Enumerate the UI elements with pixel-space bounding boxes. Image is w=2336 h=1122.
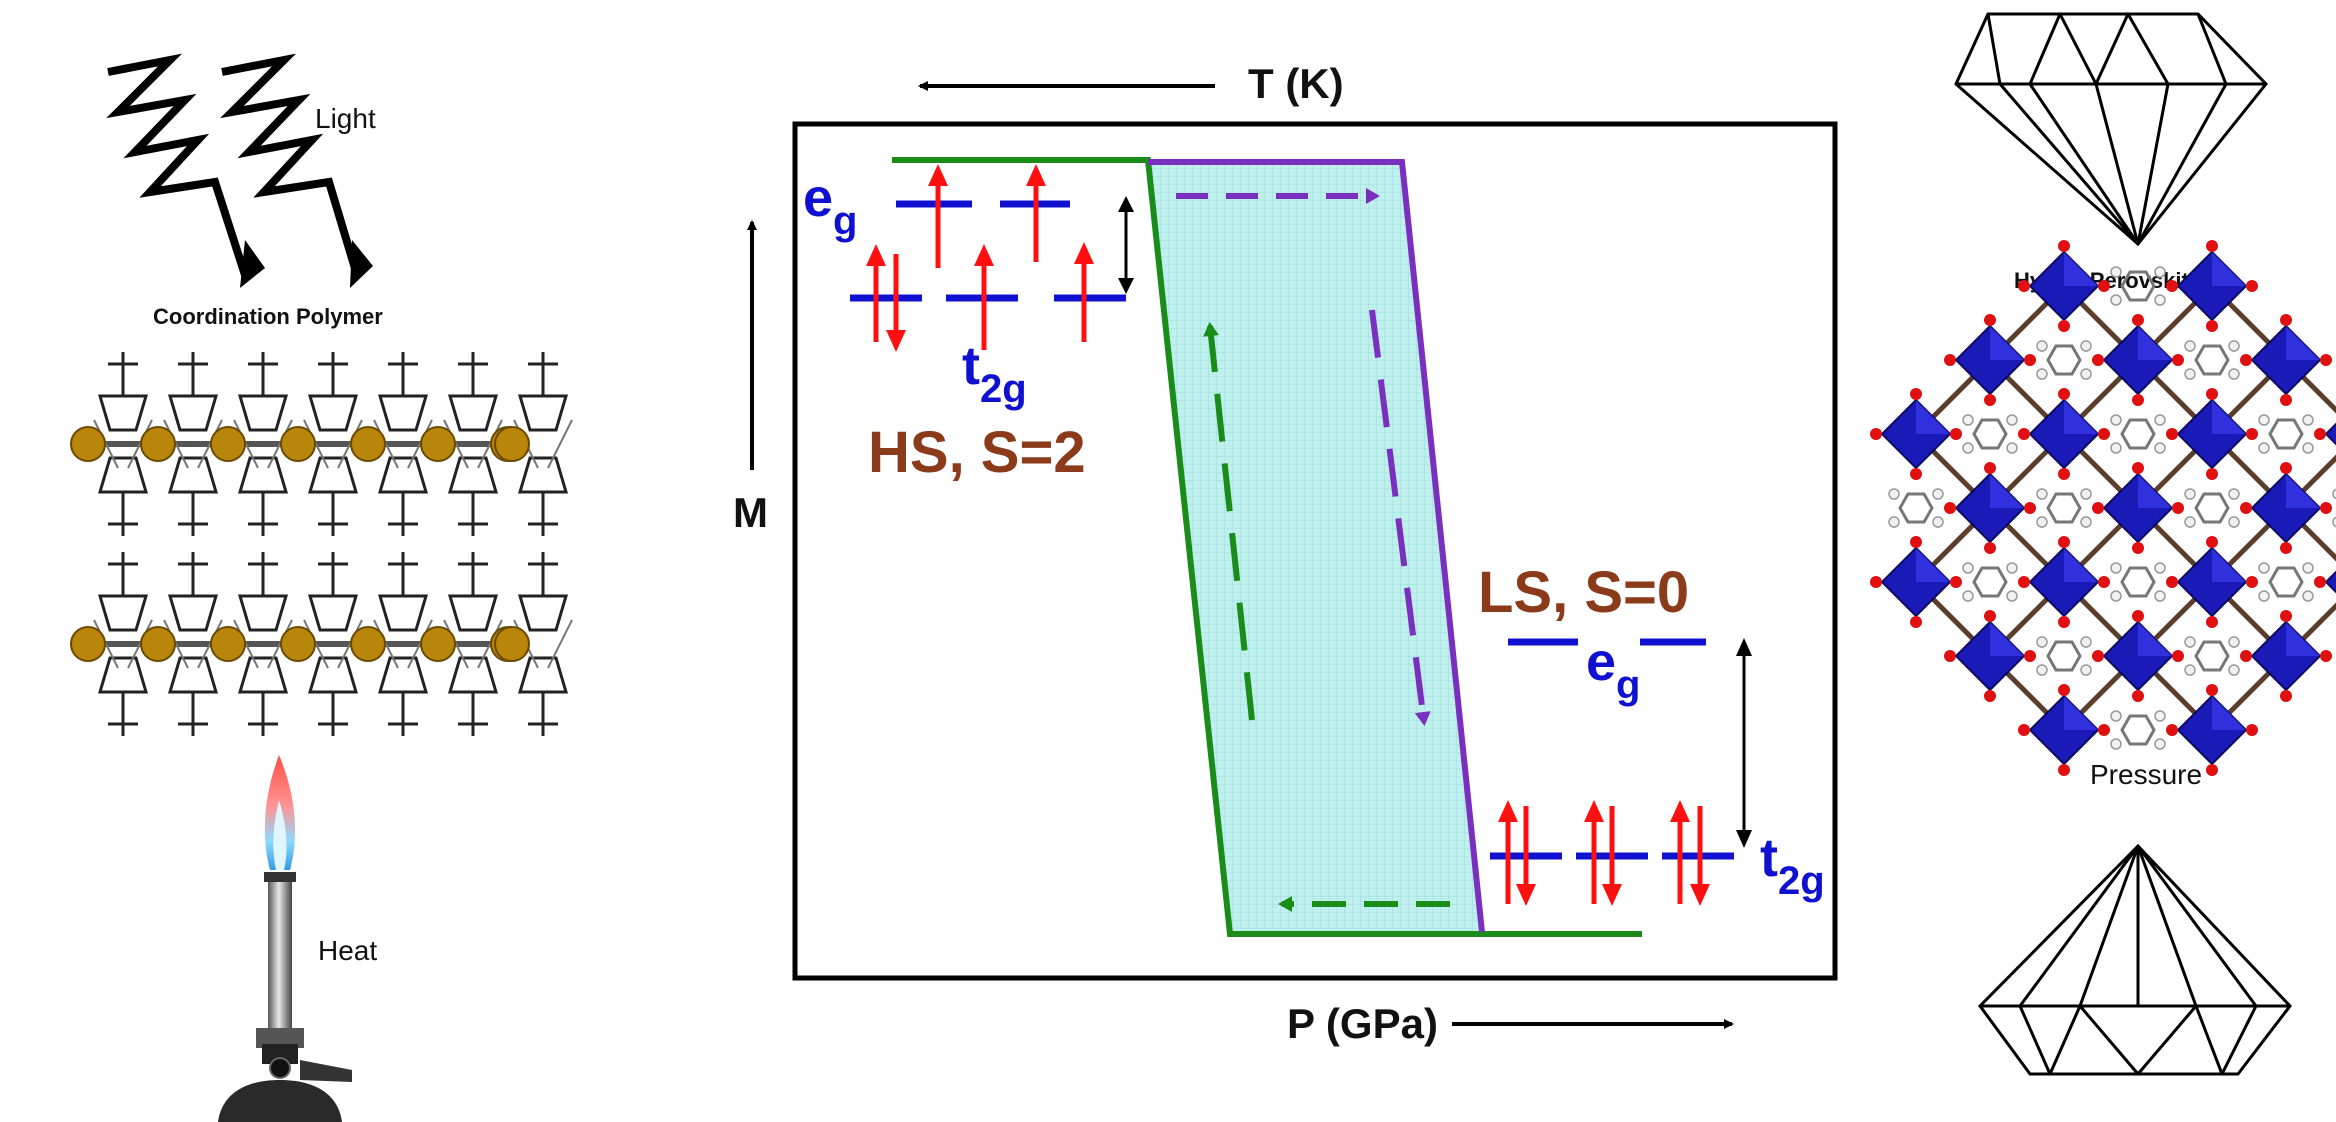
metal-octahedron <box>2018 684 2110 776</box>
metal-node <box>494 426 530 462</box>
metal-node <box>280 426 316 462</box>
cooling-branch-line <box>1148 159 1485 933</box>
right-panel: Hybrid Perovskite Pressure <box>1870 12 2336 1076</box>
hybrid-perovskite-image <box>1870 240 2336 776</box>
pressure-axis-label: P (GPa) <box>1287 1000 1438 1047</box>
ls-state-label: LS, S=0 <box>1478 560 1689 625</box>
bunsen-burner-icon <box>218 755 352 1122</box>
organic-cation <box>2258 562 2314 602</box>
organic-cation <box>2036 488 2092 528</box>
organic-cation <box>2332 488 2336 528</box>
spin-transition-plot: T (K) P (GPa) M eg <box>733 60 1838 1047</box>
spin-up-arrow <box>974 244 994 350</box>
metal-node <box>350 426 386 462</box>
ls-eg-label: eg <box>1586 632 1640 707</box>
metal-octahedron <box>1870 388 1962 480</box>
metal-octahedron <box>1944 314 2036 406</box>
metal-octahedron <box>2018 536 2110 628</box>
spin-up-arrow <box>1026 164 1046 262</box>
hs-t2g-label: t2g <box>962 336 1027 411</box>
organic-cation <box>2110 414 2166 454</box>
metal-octahedron <box>1944 610 2036 702</box>
spin-down-arrow <box>1602 806 1622 906</box>
metal-node <box>210 626 246 662</box>
metal-octahedron <box>2018 388 2110 480</box>
heating-branch-line <box>892 157 1642 937</box>
metal-node <box>210 426 246 462</box>
low-spin-diagram: LS, S=0 eg t2g <box>1478 560 1825 906</box>
organic-cation <box>2184 340 2240 380</box>
metal-octahedron <box>2018 240 2110 332</box>
metal-node <box>494 626 530 662</box>
metal-octahedron <box>2314 570 2336 594</box>
spin-up-arrow <box>1498 800 1518 904</box>
organic-cation <box>2184 488 2240 528</box>
metal-octahedron <box>2092 462 2184 554</box>
coordination-polymer-image <box>70 352 573 736</box>
metal-node <box>140 626 176 662</box>
metal-octahedron <box>1870 536 1962 628</box>
spin-up-arrow <box>1584 800 1604 904</box>
organic-cation <box>2258 414 2314 454</box>
pressure-label: Pressure <box>2090 759 2202 790</box>
spin-down-arrow <box>886 254 906 352</box>
organic-cation <box>1962 562 2018 602</box>
organic-cation <box>2184 636 2240 676</box>
plot-frame <box>792 121 1838 981</box>
hs-eg-label: eg <box>803 168 857 243</box>
metal-node <box>70 626 106 662</box>
light-wave-icon <box>106 53 373 288</box>
spin-down-arrow <box>1690 806 1710 906</box>
spin-down-arrow <box>1516 806 1536 906</box>
organic-cation <box>2110 266 2166 306</box>
metal-node <box>420 426 456 462</box>
organic-cation <box>1962 414 2018 454</box>
organic-cation <box>2036 636 2092 676</box>
polymer-chain <box>70 352 573 536</box>
organic-cation <box>1888 488 1944 528</box>
heat-label: Heat <box>318 935 377 966</box>
metal-octahedron <box>2240 314 2332 406</box>
metal-octahedron <box>2092 610 2184 702</box>
coordination-polymer-label: Coordination Polymer <box>153 304 383 329</box>
metal-octahedron <box>2166 536 2258 628</box>
diamond-anvil-top-icon <box>1954 12 2268 247</box>
metal-octahedron <box>2314 422 2336 446</box>
metal-octahedron <box>2240 610 2332 702</box>
metal-octahedron <box>2166 684 2258 776</box>
ls-t2g-label: t2g <box>1760 828 1825 903</box>
metal-octahedron <box>2166 388 2258 480</box>
metal-octahedron <box>2240 462 2332 554</box>
temperature-axis-label: T (K) <box>1248 60 1344 107</box>
metal-octahedron <box>2092 314 2184 406</box>
metal-node <box>140 426 176 462</box>
organic-cation <box>2110 710 2166 750</box>
metal-octahedron <box>2166 240 2258 332</box>
spin-up-arrow <box>1074 242 1094 342</box>
hysteresis-region <box>1148 162 1482 934</box>
organic-cation <box>2110 562 2166 602</box>
metal-node <box>420 626 456 662</box>
metal-node <box>70 426 106 462</box>
organic-cation <box>2036 340 2092 380</box>
spin-up-arrow <box>1670 800 1690 904</box>
hs-state-label: HS, S=2 <box>868 420 1086 485</box>
left-panel: Light Coordination Polymer Heat <box>70 53 573 1122</box>
diamond-anvil-bottom-icon <box>1978 843 2292 1076</box>
spin-up-arrow <box>928 164 948 268</box>
high-spin-diagram: eg t2g HS, S=2 <box>803 164 1134 485</box>
metal-node <box>350 626 386 662</box>
metal-octahedron <box>1944 462 2036 554</box>
metal-node <box>280 626 316 662</box>
magnetization-axis-label: M <box>733 489 768 536</box>
light-label: Light <box>315 103 376 134</box>
spin-up-arrow <box>866 244 886 342</box>
polymer-chain <box>70 552 573 736</box>
